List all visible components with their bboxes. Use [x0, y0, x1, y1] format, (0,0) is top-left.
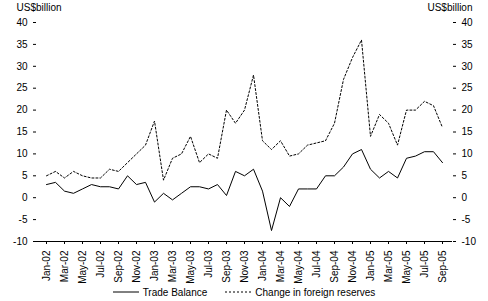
svg-text:Mar-05: Mar-05 [383, 250, 394, 282]
svg-text:35: 35 [462, 39, 474, 50]
svg-text:0: 0 [22, 192, 28, 203]
svg-text:-5: -5 [19, 214, 28, 225]
svg-text:Nov-02: Nov-02 [131, 250, 142, 283]
html-text:Trade Balance: Trade Balance [142, 286, 208, 298]
svg-text:Jan-05: Jan-05 [365, 250, 376, 281]
svg-text:Jan-03: Jan-03 [149, 250, 160, 281]
svg-text:Mar-03: Mar-03 [167, 250, 178, 282]
svg-text:Sep-05: Sep-05 [437, 250, 448, 283]
svg-text:25: 25 [462, 82, 474, 93]
svg-text:Jan-04: Jan-04 [257, 250, 268, 281]
svg-text:15: 15 [462, 126, 474, 137]
svg-text:Mar-02: Mar-02 [59, 250, 70, 282]
svg-text:Jul-02: Jul-02 [95, 250, 106, 278]
svg-text:10: 10 [462, 148, 474, 159]
svg-text:10: 10 [16, 148, 28, 159]
svg-text:May-05: May-05 [401, 250, 412, 283]
svg-text:Jul-04: Jul-04 [311, 250, 322, 278]
html-text:Change in foreign reserves: Change in foreign reserves [255, 286, 376, 298]
svg-text:Jan-02: Jan-02 [41, 250, 52, 281]
svg-text:Jul-03: Jul-03 [203, 250, 214, 278]
svg-text:May-03: May-03 [185, 250, 196, 283]
svg-text:30: 30 [16, 61, 28, 72]
svg-text:-10: -10 [462, 236, 477, 247]
svg-text:May-04: May-04 [293, 250, 304, 283]
svg-text:Sep-02: Sep-02 [113, 250, 124, 283]
svg-text:-10: -10 [13, 236, 28, 247]
svg-text:0: 0 [462, 192, 468, 203]
svg-text:40: 40 [462, 17, 474, 28]
svg-text:Jul-05: Jul-05 [419, 250, 430, 278]
svg-text:Mar-04: Mar-04 [275, 250, 286, 282]
svg-text:US$billion: US$billion [17, 2, 62, 13]
svg-text:US$billion: US$billion [427, 2, 472, 13]
svg-text:5: 5 [462, 170, 468, 181]
svg-text:5: 5 [22, 170, 28, 181]
svg-text:30: 30 [462, 61, 474, 72]
svg-text:25: 25 [16, 82, 28, 93]
svg-text:Nov-03: Nov-03 [239, 250, 250, 283]
svg-text:May-02: May-02 [77, 250, 88, 283]
svg-text:20: 20 [462, 104, 474, 115]
svg-text:20: 20 [16, 104, 28, 115]
svg-text:35: 35 [16, 39, 28, 50]
svg-text:Sep-03: Sep-03 [221, 250, 232, 283]
svg-text:-5: -5 [462, 214, 471, 225]
svg-text:Nov-04: Nov-04 [347, 250, 358, 283]
svg-text:15: 15 [16, 126, 28, 137]
svg-text:Sep-04: Sep-04 [329, 250, 340, 283]
svg-text:40: 40 [16, 17, 28, 28]
